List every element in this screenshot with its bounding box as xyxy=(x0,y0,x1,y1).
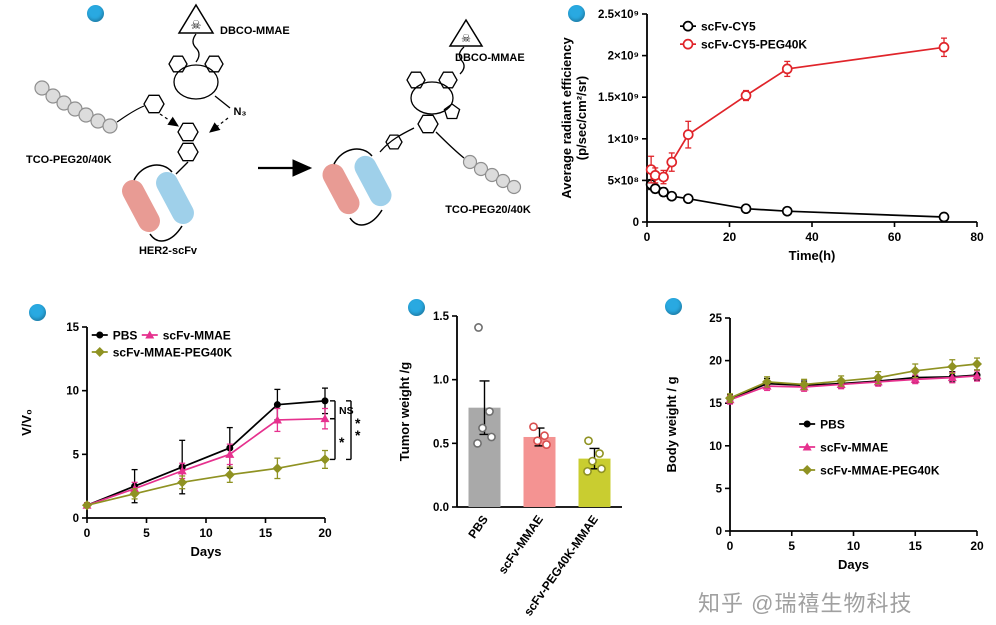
svg-text:Tumor weight /g: Tumor weight /g xyxy=(397,362,412,461)
svg-text:2×10⁹: 2×10⁹ xyxy=(608,51,639,63)
svg-text:(p/sec/cm²/sr): (p/sec/cm²/sr) xyxy=(574,76,589,161)
svg-text:0: 0 xyxy=(716,526,722,538)
panel-e-marker-dot xyxy=(665,298,682,315)
svg-text:20: 20 xyxy=(723,230,737,244)
svg-text:15: 15 xyxy=(66,322,79,334)
svg-text:5: 5 xyxy=(143,526,150,540)
panel-a-marker-dot xyxy=(87,5,104,22)
svg-text:Time(h): Time(h) xyxy=(789,248,836,263)
svg-text:5×10⁸: 5×10⁸ xyxy=(608,175,639,187)
label-her2-scfv: HER2-scFv xyxy=(139,245,198,257)
svg-text:scFv-MMAE-PEG40K: scFv-MMAE-PEG40K xyxy=(820,463,940,477)
panel-tumor-growth: 0 5 10 15 20 0 5 10 15 V/V₀ Days PBS scFv-MMAE scFv-M… xyxy=(15,295,385,580)
svg-text:*: * xyxy=(355,427,361,443)
hazard-triangle-left: ☠ xyxy=(177,3,215,34)
label-tco-peg-right: TCO-PEG20/40K xyxy=(445,204,531,216)
svg-text:Body weight / g: Body weight / g xyxy=(664,376,679,472)
skull-icon: ☠ xyxy=(461,33,471,45)
svg-text:0: 0 xyxy=(84,526,91,540)
svg-text:NS: NS xyxy=(339,405,354,417)
dbco-structure-left xyxy=(168,33,231,109)
click-reaction-arrows xyxy=(159,113,229,133)
watermark: 知乎 @瑞禧生物科技 xyxy=(698,586,912,618)
svg-text:V/V₀: V/V₀ xyxy=(19,409,34,436)
svg-text:10: 10 xyxy=(847,539,861,553)
svg-text:1×10⁹: 1×10⁹ xyxy=(608,134,639,146)
svg-text:20: 20 xyxy=(318,526,332,540)
svg-text:0: 0 xyxy=(73,513,79,525)
her2-scfv-ribbons-right xyxy=(322,148,392,226)
label-dbco-mmae-right: DBCO-MMAE xyxy=(455,52,525,64)
svg-text:scFv-MMAE: scFv-MMAE xyxy=(163,329,231,343)
panel-c-marker-dot xyxy=(29,304,46,321)
svg-text:0.0: 0.0 xyxy=(433,502,449,514)
svg-text:*: * xyxy=(355,415,361,431)
svg-text:2.5×10⁹: 2.5×10⁹ xyxy=(598,9,639,21)
svg-text:scFv-MMAE-PEG40K: scFv-MMAE-PEG40K xyxy=(113,346,233,360)
skull-icon: ☠ xyxy=(191,18,202,32)
tetrazine-tco-left xyxy=(143,94,199,175)
svg-text:0: 0 xyxy=(633,217,639,229)
hazard-triangle-right: ☠ xyxy=(448,18,484,47)
label-dbco-mmae-left: DBCO-MMAE xyxy=(220,25,290,37)
svg-text:5: 5 xyxy=(788,539,795,553)
svg-text:scFv-MMAE: scFv-MMAE xyxy=(495,513,545,577)
peg-bead-chain-left xyxy=(34,80,145,134)
svg-text:5: 5 xyxy=(716,483,723,495)
panel-tumor-weight: 0.0 0.5 1.0 1.5 Tumor weight /g PBS scFv-MMAE s… xyxy=(393,288,648,625)
svg-text:80: 80 xyxy=(970,230,984,244)
svg-text:1.5×10⁹: 1.5×10⁹ xyxy=(598,92,639,104)
svg-text:15: 15 xyxy=(909,539,923,553)
svg-text:10: 10 xyxy=(199,526,213,540)
svg-text:PBS: PBS xyxy=(820,417,845,431)
svg-text:20: 20 xyxy=(709,356,722,368)
svg-text:Days: Days xyxy=(190,544,221,559)
svg-text:0.5: 0.5 xyxy=(433,438,450,450)
radiant-efficiency-chart: 0 20 40 60 80 0 5×10⁸ 1×10⁹ 1.5×10⁹ 2×10⁹ 2.5×10⁹ A… xyxy=(559,9,984,263)
svg-text:10: 10 xyxy=(709,441,722,453)
svg-text:40: 40 xyxy=(805,230,819,244)
svg-text:PBS: PBS xyxy=(465,513,491,541)
svg-text:Average radiant efficiency: Average radiant efficiency xyxy=(559,37,574,199)
panel-b-marker-dot xyxy=(568,5,585,22)
her2-scfv-ribbons-left xyxy=(122,164,194,242)
svg-text:60: 60 xyxy=(888,230,902,244)
label-azide: N₃ xyxy=(233,106,246,118)
svg-text:0: 0 xyxy=(727,539,734,553)
body-weight-chart: 0 5 10 15 20 0 5 10 15 20 25 Body weight / g Days PBS… xyxy=(664,313,984,572)
label-tco-peg-left: TCO-PEG20/40K xyxy=(26,154,112,166)
svg-text:scFv-CY5: scFv-CY5 xyxy=(701,20,756,34)
panel-radiant-efficiency: 0 20 40 60 80 0 5×10⁸ 1×10⁹ 1.5×10⁹ 2×10⁹ 2.5×10⁹ A… xyxy=(555,0,995,270)
tumor-growth-chart: 0 5 10 15 20 0 5 10 15 V/V₀ Days PBS scFv-MMAE scFv-M… xyxy=(19,322,361,559)
conjugation-scheme-diagram: ☠ DBCO-MMAE N₃ xyxy=(26,3,531,257)
svg-text:Days: Days xyxy=(838,557,869,572)
svg-text:scFv-MMAE: scFv-MMAE xyxy=(820,440,888,454)
svg-text:5: 5 xyxy=(73,449,80,461)
svg-text:15: 15 xyxy=(709,398,722,410)
svg-text:25: 25 xyxy=(709,313,722,325)
panel-conjugation-scheme: ☠ DBCO-MMAE N₃ xyxy=(18,0,548,290)
svg-text:scFv-CY5-PEG40K: scFv-CY5-PEG40K xyxy=(701,38,807,52)
svg-text:1.5: 1.5 xyxy=(433,311,450,323)
svg-text:20: 20 xyxy=(970,539,984,553)
svg-text:PBS: PBS xyxy=(113,329,138,343)
svg-text:*: * xyxy=(339,434,345,450)
peg-bead-chain-right xyxy=(462,154,522,195)
svg-text:10: 10 xyxy=(66,386,79,398)
watermark-text: 知乎 @瑞禧生物科技 xyxy=(698,591,913,616)
svg-text:1.0: 1.0 xyxy=(433,375,449,387)
svg-text:15: 15 xyxy=(259,526,273,540)
panel-body-weight: 0 5 10 15 20 0 5 10 15 20 25 Body weight / g Days PBS… xyxy=(660,288,995,583)
panel-d-marker-dot xyxy=(408,299,425,316)
conjugate-structure-right xyxy=(379,46,465,159)
svg-text:0: 0 xyxy=(644,230,651,244)
